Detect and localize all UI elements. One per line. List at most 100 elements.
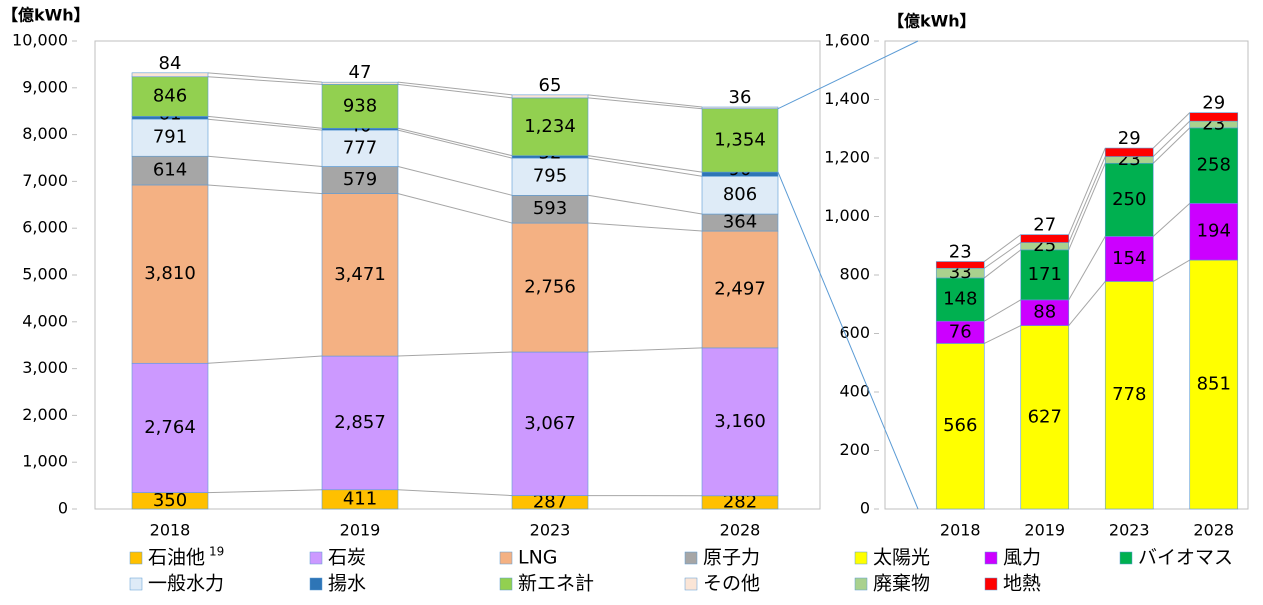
- connector-line: [587, 157, 703, 177]
- data-label: 36: [729, 87, 752, 108]
- bar-segment: [131, 118, 209, 157]
- data-label: 2,497: [714, 278, 766, 299]
- y-tick-label: 4,000: [22, 311, 68, 330]
- connector-line: [207, 184, 323, 195]
- bar-segment: [1020, 299, 1070, 326]
- data-label: 23: [949, 242, 972, 263]
- bar-segment: [321, 193, 399, 357]
- y-tick-label: 0: [58, 499, 68, 518]
- data-label: 593: [533, 198, 567, 219]
- y-tick-label: 1,400: [824, 89, 870, 108]
- zoom-line: [777, 40, 919, 110]
- legend-swatch: [309, 577, 323, 591]
- bar-segment: [511, 94, 589, 99]
- plot-frame: [94, 40, 821, 510]
- x-tick-label: 2023: [530, 521, 571, 540]
- legend-label: 新エネ計: [518, 573, 594, 595]
- data-label: 2,857: [334, 412, 386, 433]
- legend-swatch: [854, 551, 868, 565]
- data-label: 791: [153, 127, 187, 148]
- connector-line: [397, 193, 513, 224]
- legend-swatch: [129, 577, 143, 591]
- y-tick-label: 0: [860, 499, 870, 518]
- connector-line: [983, 234, 1022, 262]
- bar-segment: [935, 261, 985, 269]
- connector-line: [1152, 127, 1191, 164]
- y-tick-label: 6,000: [22, 218, 68, 237]
- connector-line: [1068, 163, 1106, 251]
- legend-note: 19: [209, 545, 224, 559]
- legend-swatch: [684, 551, 698, 565]
- legend-label: LNG: [518, 547, 558, 569]
- connector-line: [1152, 120, 1191, 157]
- data-label: 3,471: [334, 264, 386, 285]
- legend-label: 石炭: [328, 547, 366, 569]
- data-label: 88: [1033, 302, 1056, 323]
- legend-swatch: [854, 577, 868, 591]
- data-label: 2,756: [524, 277, 576, 298]
- data-label: 29: [1202, 93, 1225, 114]
- legend-swatch: [499, 577, 513, 591]
- connector-line: [983, 299, 1022, 322]
- data-label: 1,234: [524, 116, 576, 137]
- legend-swatch: [984, 577, 998, 591]
- y-tick-label: 1,200: [824, 148, 870, 167]
- bar-segment: [131, 76, 209, 117]
- bar-segment: [1104, 236, 1154, 282]
- x-tick-label: 2028: [1193, 521, 1234, 540]
- bar-segment: [321, 81, 399, 85]
- x-tick-label: 2019: [1024, 521, 1065, 540]
- data-label: 3,810: [144, 263, 196, 284]
- y-tick-label: 5,000: [22, 265, 68, 284]
- connector-line: [397, 81, 513, 96]
- bar-segment: [1189, 112, 1239, 122]
- data-label: 194: [1197, 221, 1231, 242]
- data-label: 846: [153, 86, 187, 107]
- legend-label: 風力: [1003, 547, 1041, 569]
- x-tick-label: 2018: [150, 521, 191, 540]
- bar-segment: [701, 230, 779, 349]
- bar-segment: [131, 72, 209, 78]
- legend-label: 廃棄物: [873, 573, 930, 595]
- connector-line: [587, 94, 703, 108]
- bar-segment: [321, 129, 399, 167]
- data-label: 851: [1197, 374, 1231, 395]
- x-tick-label: 2018: [940, 521, 981, 540]
- zoom-line: [777, 171, 919, 510]
- data-label: 171: [1028, 264, 1062, 285]
- data-label: 29: [1118, 128, 1141, 149]
- connector-line: [397, 129, 513, 159]
- legend-label: 太陽光: [873, 547, 930, 569]
- bar-segment: [935, 343, 985, 510]
- bar-segment: [701, 347, 779, 497]
- data-label: 287: [533, 491, 567, 512]
- data-label: 938: [343, 95, 377, 116]
- x-tick-label: 2019: [340, 521, 381, 540]
- y-tick-label: 8,000: [22, 124, 68, 143]
- y-tick-label: 7,000: [22, 171, 68, 190]
- data-label: 350: [153, 490, 187, 511]
- x-tick-label: 2028: [720, 521, 761, 540]
- connector-line: [397, 127, 513, 157]
- data-label: 258: [1197, 155, 1231, 176]
- connector-line: [1152, 202, 1191, 237]
- y-axis-label: 【億kWh】: [2, 6, 90, 25]
- data-label: 364: [723, 212, 757, 233]
- data-label: 579: [343, 169, 377, 190]
- bar-segment: [701, 175, 779, 215]
- data-label: 148: [943, 289, 977, 310]
- connector-line: [983, 242, 1022, 269]
- connector-line: [1152, 259, 1191, 282]
- bar-segment: [1104, 147, 1154, 157]
- legend-label: その他: [703, 573, 760, 595]
- bar-segment: [1104, 162, 1154, 237]
- connector-line: [207, 115, 323, 129]
- y-tick-label: 9,000: [22, 77, 68, 96]
- bar-segment: [511, 97, 589, 156]
- legend-label: 一般水力: [148, 573, 224, 595]
- bar-segment: [321, 84, 399, 129]
- legend-label: バイオマス: [1138, 547, 1233, 569]
- bar-segment: [1020, 325, 1070, 510]
- data-label: 627: [1028, 406, 1062, 427]
